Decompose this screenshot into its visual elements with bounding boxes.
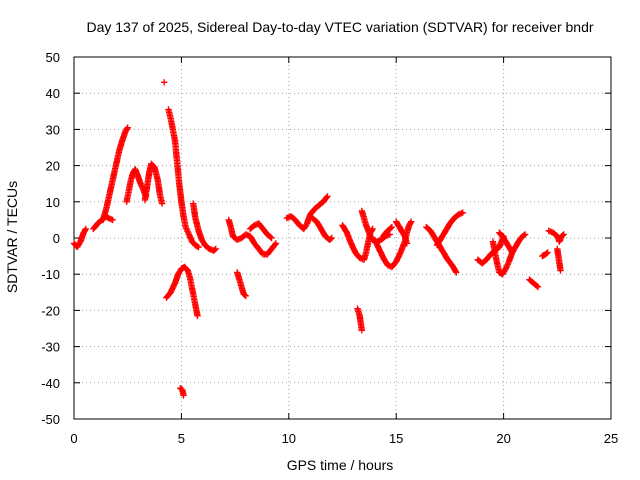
data-point — [267, 233, 274, 241]
data-point — [242, 292, 249, 300]
data-point — [388, 223, 396, 231]
data-point — [520, 232, 528, 239]
data-point — [212, 245, 219, 253]
data-point — [323, 194, 330, 201]
data-point — [452, 268, 459, 275]
y-tick-label: -10 — [41, 267, 60, 282]
data-point — [408, 218, 415, 225]
y-tick-label: 20 — [46, 159, 60, 174]
data-point — [185, 231, 193, 238]
data-point — [384, 261, 391, 269]
data-point — [81, 227, 89, 234]
axis-ticks: 0 5 10 15 20 25 50 40 30 20 10 0 -10 -20 -30 -40 -50 — [41, 50, 618, 446]
data-point — [560, 231, 567, 238]
x-tick-label: 15 — [389, 431, 403, 446]
data-point — [544, 249, 551, 256]
data-point — [124, 124, 131, 131]
data-point — [328, 234, 335, 242]
data-point — [211, 246, 218, 253]
data-point — [184, 228, 191, 235]
y-tick-label: -40 — [41, 376, 60, 391]
data-point — [123, 125, 131, 132]
data-point — [533, 282, 541, 290]
y-tick-label: -30 — [41, 340, 60, 355]
data-point — [268, 234, 275, 242]
y-tick-label: 30 — [46, 122, 60, 137]
data-point — [194, 243, 201, 250]
x-tick-label: 20 — [496, 431, 510, 446]
data-point — [195, 243, 202, 251]
grid-lines — [74, 57, 611, 419]
data-point — [453, 269, 460, 276]
data-point — [180, 392, 187, 399]
data-point — [387, 224, 394, 232]
y-tick-label: 50 — [46, 50, 60, 65]
data-marks — [70, 79, 567, 399]
data-point — [161, 79, 168, 86]
data-point — [534, 283, 542, 291]
data-point — [407, 219, 414, 227]
data-point — [241, 291, 248, 299]
data-point — [194, 312, 201, 319]
x-tick-label: 25 — [604, 431, 618, 446]
data-point — [559, 232, 566, 239]
data-point — [557, 267, 564, 274]
x-tick-label: 10 — [282, 431, 296, 446]
data-point — [324, 193, 331, 200]
data-point — [521, 231, 529, 238]
data-point — [109, 216, 116, 224]
y-tick-label: -20 — [41, 303, 60, 318]
data-point — [158, 200, 166, 207]
x-axis-label: GPS time / hours — [287, 457, 394, 473]
data-point — [272, 240, 280, 247]
data-point — [509, 249, 516, 256]
data-point — [358, 327, 365, 334]
y-tick-label: 40 — [46, 86, 60, 101]
data-point — [82, 225, 89, 233]
chart-title: Day 137 of 2025, Sidereal Day-to-day VTE… — [86, 19, 593, 35]
y-tick-label: 0 — [53, 231, 60, 246]
data-point — [327, 235, 334, 243]
y-tick-label: -50 — [41, 412, 60, 427]
y-tick-label: 10 — [46, 195, 60, 210]
data-point — [187, 234, 194, 241]
data-point — [271, 241, 279, 248]
data-point — [403, 240, 411, 247]
data-point — [459, 209, 466, 216]
x-tick-label: 0 — [70, 431, 77, 446]
x-tick-label: 5 — [178, 431, 185, 446]
data-point — [508, 248, 515, 255]
data-point — [543, 250, 550, 257]
data-point — [183, 225, 190, 232]
y-axis-label: SDTVAR / TECUs — [4, 181, 20, 293]
